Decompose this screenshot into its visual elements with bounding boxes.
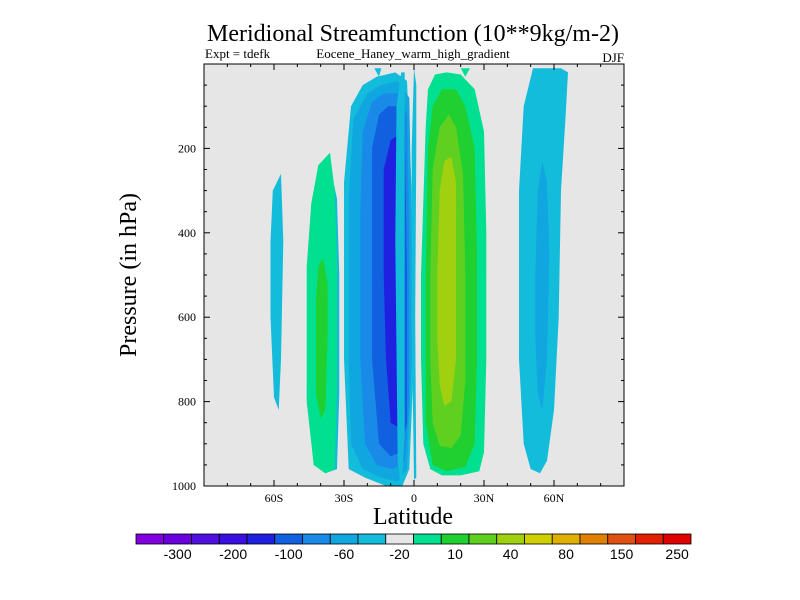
colorbar-label: 80 bbox=[558, 546, 574, 562]
x-tick-label: 60N bbox=[544, 491, 565, 505]
colorbar-swatch bbox=[551, 533, 581, 545]
colorbar-swatch bbox=[635, 533, 664, 545]
colorbar-swatch bbox=[302, 533, 331, 545]
colorbar-label: -100 bbox=[275, 546, 303, 562]
colorbar-label: -20 bbox=[389, 546, 409, 562]
colorbar-label: -60 bbox=[334, 546, 354, 562]
run-name-label: Eocene_Haney_warm_high_gradient bbox=[316, 46, 510, 61]
x-axis-label: Latitude bbox=[373, 504, 453, 530]
colorbar: -300 -200 -100 -60 -20 10 40 80 150 250 bbox=[135, 533, 692, 562]
y-tick-label: 400 bbox=[178, 226, 196, 240]
colorbar-swatch bbox=[468, 533, 498, 545]
contour-region-15 bbox=[411, 68, 417, 480]
colorbar-swatch bbox=[163, 533, 192, 545]
colorbar-swatch bbox=[135, 533, 165, 545]
colorbar-label: 40 bbox=[503, 546, 519, 562]
x-tick-label: 60S bbox=[265, 491, 284, 505]
colorbar-label: 10 bbox=[447, 546, 463, 562]
x-tick-label: 0 bbox=[411, 491, 417, 505]
colorbar-label: 150 bbox=[610, 546, 634, 562]
y-tick-label: 1000 bbox=[172, 479, 196, 493]
contour-region-0 bbox=[270, 173, 284, 410]
colorbar-swatch bbox=[579, 533, 609, 545]
colorbar-swatch bbox=[440, 533, 470, 545]
colorbar-swatch bbox=[385, 533, 414, 545]
colorbar-label: -200 bbox=[219, 546, 247, 562]
y-tick-label: 800 bbox=[178, 395, 196, 409]
colorbar-swatch bbox=[191, 533, 220, 545]
colorbar-swatch bbox=[329, 533, 359, 545]
colorbar-swatch bbox=[524, 533, 553, 545]
axis-ticks: 60S 30S 0 30N 60N 200 400 600 800 1000 bbox=[172, 63, 625, 505]
x-tick-label: 30N bbox=[474, 491, 495, 505]
colorbar-swatch bbox=[218, 533, 248, 545]
contour-region-13 bbox=[437, 156, 456, 406]
y-tick-label: 600 bbox=[178, 310, 196, 324]
contour-region-19 bbox=[460, 68, 470, 77]
experiment-label: Expt = tdefk bbox=[205, 46, 271, 61]
contour-region-14 bbox=[395, 72, 405, 482]
colorbar-swatch bbox=[496, 533, 525, 545]
colorbar-swatch bbox=[662, 533, 692, 545]
chart-title: Meridional Streamfunction (10**9kg/m-2) bbox=[207, 21, 619, 47]
contour-region-18 bbox=[374, 68, 382, 77]
contour-region-3 bbox=[316, 258, 328, 419]
colorbar-swatch bbox=[246, 533, 276, 545]
colorbar-swatch bbox=[413, 533, 442, 545]
colorbar-swatch bbox=[274, 533, 303, 545]
y-tick-label: 200 bbox=[178, 141, 196, 155]
plot-area bbox=[203, 63, 625, 487]
colorbar-swatch bbox=[607, 533, 636, 545]
colorbar-label: 250 bbox=[665, 546, 689, 562]
season-label: DJF bbox=[602, 50, 624, 65]
y-axis-label: Pressure (in hPa) bbox=[116, 193, 142, 357]
x-tick-label: 30S bbox=[335, 491, 354, 505]
contour-region-17 bbox=[535, 161, 550, 410]
colorbar-swatch bbox=[357, 533, 387, 545]
colorbar-label: -300 bbox=[164, 546, 192, 562]
